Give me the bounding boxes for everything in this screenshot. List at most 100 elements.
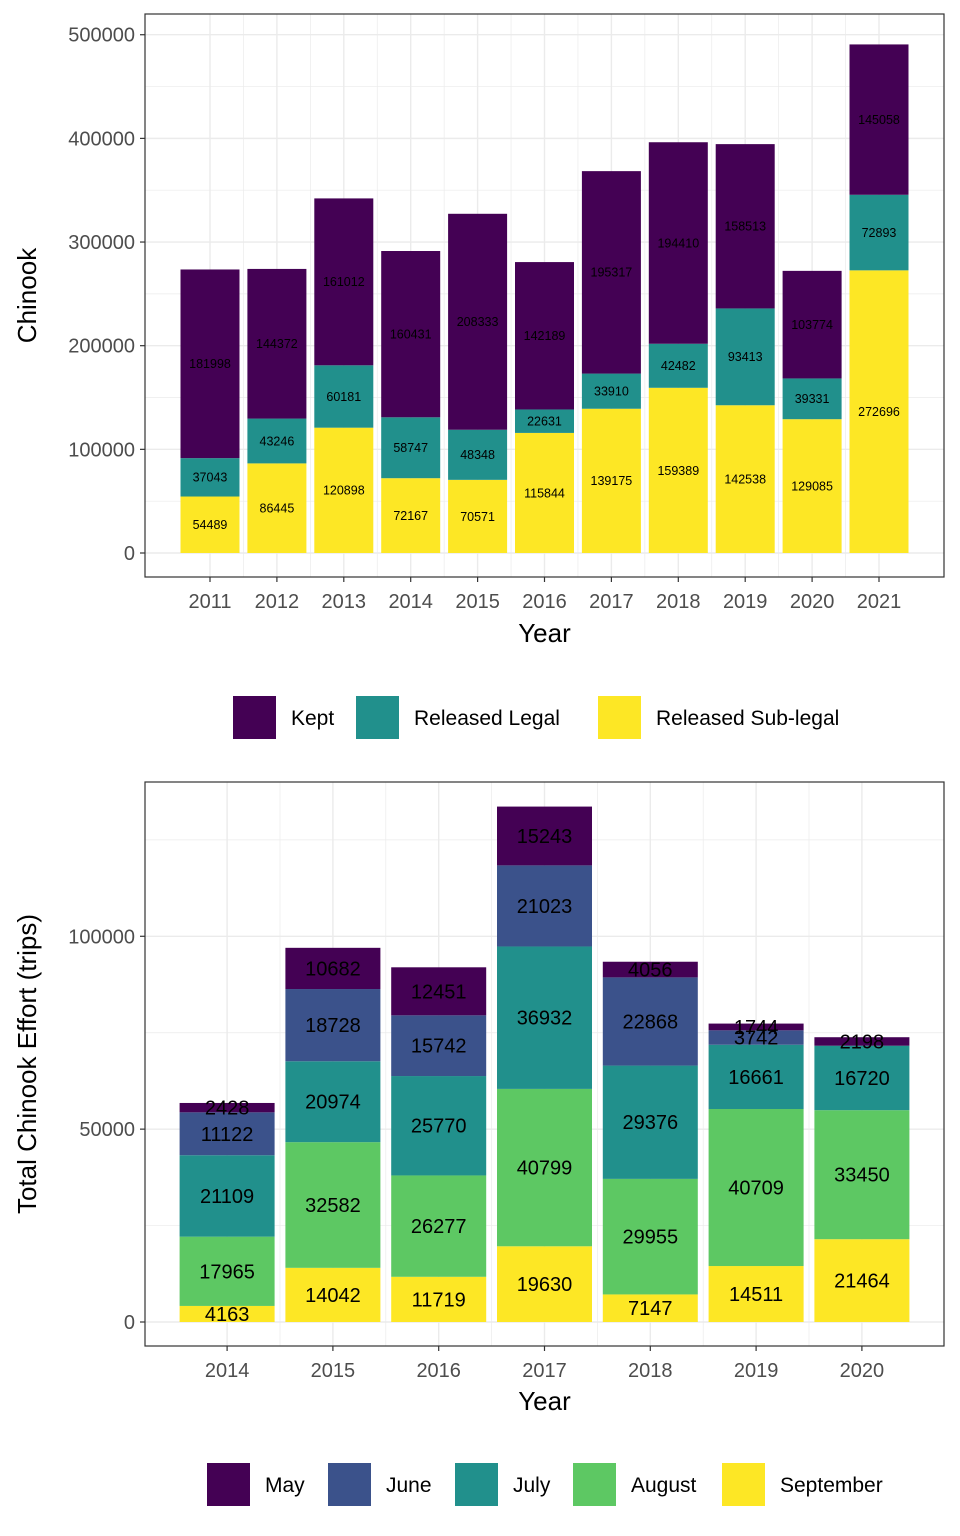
data-label: 42482 [661, 359, 696, 373]
data-label: 86445 [260, 502, 295, 516]
legend: May June July August September [207, 1463, 883, 1506]
data-label: 72167 [393, 509, 428, 523]
y-tick-label: 200000 [68, 336, 135, 358]
bar [179, 1155, 275, 1237]
data-label: 17965 [199, 1261, 255, 1283]
data-label: 160431 [390, 328, 432, 342]
data-label: 33450 [834, 1165, 890, 1187]
x-tick-label: 2014 [388, 591, 433, 613]
data-label: 11122 [201, 1124, 254, 1146]
x-axis-title: Year [518, 618, 571, 648]
data-label: 145058 [858, 113, 900, 127]
bar [715, 308, 775, 406]
bar [391, 1076, 487, 1176]
data-label: 129085 [791, 479, 833, 493]
data-label: 1744 [734, 1017, 779, 1039]
bar [602, 977, 698, 1066]
data-label: 181998 [189, 357, 231, 371]
bar [497, 1088, 592, 1247]
bar [285, 947, 381, 990]
bar [849, 44, 909, 195]
bar [448, 429, 508, 480]
data-label: 21109 [200, 1186, 254, 1208]
bar [648, 343, 708, 388]
data-label: 20974 [305, 1092, 361, 1114]
data-labels: 54489 37043 181998 86445 43246 144372 120898 60… [189, 113, 900, 532]
bar [497, 946, 592, 1089]
data-label: 2198 [840, 1031, 885, 1053]
bar [708, 1109, 804, 1267]
y-axis: 0 100000 200000 300000 400000 500000 [68, 25, 145, 565]
bar [497, 865, 592, 947]
x-tick-label: 2018 [628, 1360, 673, 1382]
data-label: 33910 [594, 385, 629, 399]
data-labels: 4163 17965 21109 11122 2428 14042 32582 20974 18… [199, 826, 889, 1326]
data-label: 29376 [622, 1112, 678, 1134]
y-tick-label: 400000 [68, 128, 135, 150]
bar [179, 1305, 275, 1322]
legend-key [722, 1463, 765, 1506]
bar [391, 967, 487, 1016]
data-label: 194410 [657, 236, 699, 250]
x-tick-label: 2011 [188, 591, 231, 613]
x-tick-label: 2018 [656, 591, 701, 613]
bar [285, 989, 381, 1062]
legend-key [598, 696, 641, 739]
x-axis: 2014 2015 2016 2017 2018 2019 2020 [205, 1346, 884, 1382]
x-tick-label: 2015 [455, 591, 500, 613]
y-tick-label: 100000 [68, 439, 135, 461]
bar [708, 1030, 804, 1045]
bar [180, 496, 240, 553]
bar [782, 419, 842, 553]
bar [180, 458, 240, 497]
data-label: 15243 [517, 826, 573, 848]
y-tick-label: 0 [124, 543, 135, 565]
x-tick-label: 2013 [322, 591, 367, 613]
x-tick-label: 2019 [734, 1360, 779, 1382]
bar [314, 198, 374, 366]
chart-2: 4163 17965 21109 11122 2428 14042 32582 20974 18… [12, 781, 945, 1506]
data-label: 70571 [460, 510, 495, 524]
data-label: 19630 [517, 1274, 573, 1296]
y-axis-title: Chinook [12, 247, 42, 343]
bar [247, 418, 307, 464]
bar [247, 463, 307, 553]
bar [849, 194, 909, 271]
data-label: 22631 [527, 415, 562, 429]
data-label: 4163 [205, 1304, 250, 1326]
data-label: 43246 [260, 434, 295, 448]
data-label: 48348 [460, 448, 495, 462]
data-label: 12451 [411, 981, 467, 1003]
bar [814, 1110, 910, 1240]
data-label: 139175 [591, 474, 633, 488]
data-label: 18728 [305, 1015, 361, 1037]
legend-label: Released Legal [414, 707, 560, 730]
bar [381, 478, 441, 553]
data-label: 37043 [193, 471, 228, 485]
data-label: 54489 [193, 518, 228, 532]
y-tick-label: 300000 [68, 232, 135, 254]
bar [581, 373, 641, 409]
data-label: 142538 [724, 473, 766, 487]
data-label: 7147 [628, 1298, 673, 1320]
bar [391, 1276, 487, 1322]
bar [314, 365, 374, 428]
bar [708, 1044, 804, 1110]
legend-key [573, 1463, 616, 1506]
data-label: 21023 [517, 896, 573, 918]
data-label: 159389 [657, 464, 699, 478]
data-label: 58747 [393, 441, 428, 455]
data-label: 15742 [411, 1036, 467, 1058]
data-label: 93413 [728, 350, 763, 364]
data-label: 32582 [305, 1195, 361, 1217]
bar [814, 1045, 910, 1111]
legend-label: August [631, 1474, 697, 1497]
bar [314, 427, 374, 553]
x-tick-label: 2020 [840, 1360, 885, 1382]
bar [179, 1236, 275, 1306]
bar [581, 171, 641, 374]
data-label: 39331 [795, 392, 830, 406]
x-tick-label: 2019 [723, 591, 768, 613]
data-label: 10682 [305, 958, 361, 980]
